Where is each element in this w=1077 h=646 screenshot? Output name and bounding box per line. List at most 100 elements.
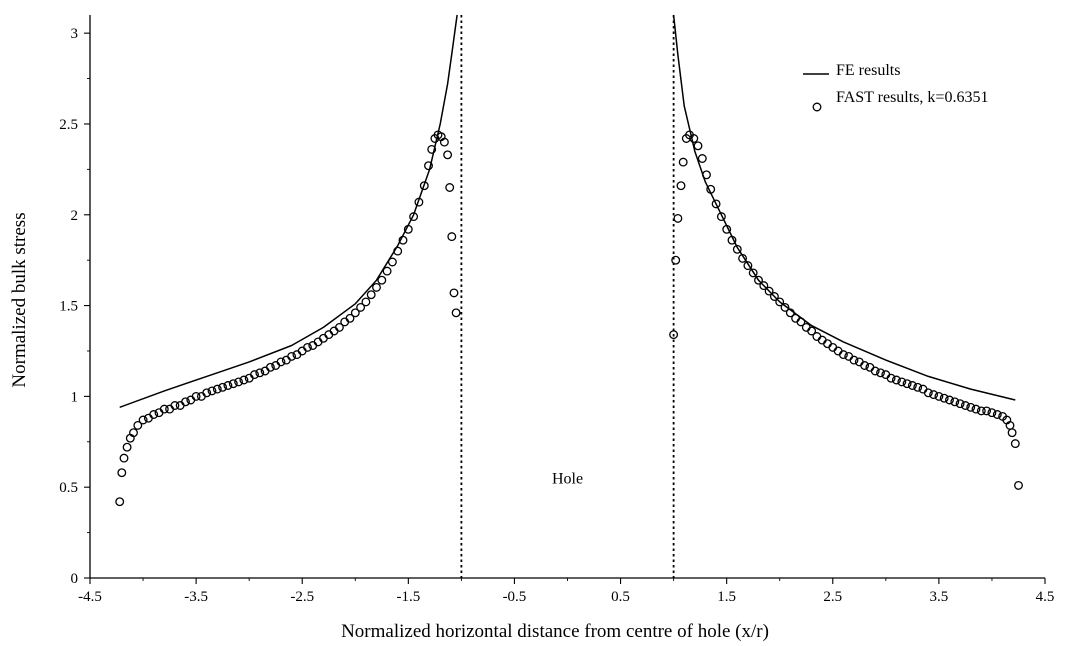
fast-results-point xyxy=(891,375,901,385)
fast-results-point xyxy=(366,290,376,300)
fe-results-line xyxy=(672,14,1016,401)
fast-results-point xyxy=(693,141,703,151)
fast-results-point xyxy=(356,302,366,312)
fast-results-point xyxy=(372,282,381,292)
fast-results-point xyxy=(676,181,686,191)
fast-results-point xyxy=(377,275,387,285)
fast-results-point xyxy=(673,213,683,223)
fast-results-point xyxy=(382,266,392,276)
fast-results-point xyxy=(122,442,132,452)
fast-results-point xyxy=(934,391,944,401)
fast-results-point xyxy=(785,308,795,318)
fast-results-point xyxy=(207,386,217,396)
fast-results-point xyxy=(780,302,790,312)
x-tick-label: 2.5 xyxy=(823,589,842,605)
fe-results-series xyxy=(119,14,1016,409)
fast-results-point xyxy=(791,313,801,323)
fast-results-point xyxy=(449,288,459,298)
fast-results-point xyxy=(678,157,688,167)
fast-results-point xyxy=(409,212,419,222)
fast-results-point xyxy=(754,275,763,285)
fast-results-point xyxy=(907,381,917,390)
fast-results-point xyxy=(234,377,244,387)
fast-results-point xyxy=(870,366,880,376)
fast-results-point xyxy=(117,468,127,478)
fast-results-point xyxy=(796,317,806,327)
legend: FE results FAST results, k=0.6351 xyxy=(803,62,988,112)
fast-results-point xyxy=(817,335,827,345)
y-tick-label: 3 xyxy=(71,26,79,42)
fast-results-point xyxy=(992,410,1002,419)
fast-results-point xyxy=(902,379,912,389)
fast-results-point xyxy=(447,232,457,242)
fast-results-point xyxy=(716,212,726,222)
y-tick-label: 0.5 xyxy=(59,480,78,496)
x-tick-label: -3.5 xyxy=(184,589,208,605)
fast-results-point xyxy=(860,361,870,370)
y-tick-labels: 0 0.5 1 1.5 2 2.5 3 xyxy=(59,26,78,587)
fast-results-point xyxy=(303,342,312,352)
x-tick-label: 1.5 xyxy=(717,589,736,605)
fast-results-point xyxy=(318,333,328,343)
fast-results-point xyxy=(345,313,355,323)
y-tick-label: 2.5 xyxy=(59,117,78,133)
fast-results-point xyxy=(689,134,699,143)
fast-results-point xyxy=(239,375,249,385)
fast-results-point xyxy=(202,388,212,398)
fast-results-point xyxy=(966,402,976,412)
fast-results-point xyxy=(738,253,748,263)
fast-results-point xyxy=(743,261,753,271)
fast-results-point xyxy=(393,246,403,256)
x-axis-label: Normalized horizontal distance from cent… xyxy=(341,621,769,642)
fast-results-point xyxy=(711,199,721,209)
x-tick-labels: -4.5 -3.5 -2.5 -1.5 -0.5 0.5 1.5 2.5 3.5 4.5 xyxy=(78,589,1054,605)
fast-results-point xyxy=(212,384,222,394)
x-tick-label: -1.5 xyxy=(396,589,420,605)
fast-results-point xyxy=(886,373,896,383)
fast-results-point xyxy=(807,326,817,336)
fast-results-point xyxy=(115,497,125,507)
fast-results-point xyxy=(759,281,769,291)
axes xyxy=(84,15,1046,584)
fast-results-point xyxy=(175,401,185,410)
fast-results-point xyxy=(897,377,907,387)
y-tick-label: 1.5 xyxy=(59,299,78,315)
fast-results-point xyxy=(702,170,711,180)
fast-results-point xyxy=(119,453,129,463)
fast-results-point xyxy=(748,268,758,278)
fast-results-point xyxy=(138,415,148,425)
fast-results-point xyxy=(1014,480,1023,490)
fast-results-point xyxy=(424,161,433,171)
fast-results-point xyxy=(228,379,238,389)
fast-results-point xyxy=(801,322,811,332)
x-tick-label: -2.5 xyxy=(290,589,314,605)
fast-results-point xyxy=(398,235,408,245)
fast-results-point xyxy=(181,397,190,407)
fast-results-point xyxy=(823,339,832,349)
y-axis-label: Normalized bulk stress xyxy=(9,212,30,387)
fast-results-point xyxy=(671,255,681,265)
x-tick-label: 3.5 xyxy=(930,589,949,605)
y-tick-label: 2 xyxy=(71,208,79,224)
fast-results-point xyxy=(987,408,997,418)
y-tick-label: 0 xyxy=(71,571,79,587)
y-tick-label: 1 xyxy=(71,389,79,405)
reference-lines xyxy=(460,15,675,578)
fast-results-point xyxy=(297,346,307,356)
fast-results-point xyxy=(950,397,960,407)
fast-results-point xyxy=(265,362,275,372)
fast-results-point xyxy=(833,346,843,356)
fast-results-point xyxy=(445,183,455,192)
fast-results-point xyxy=(1007,428,1017,438)
x-tick-label: -0.5 xyxy=(503,589,527,605)
fast-results-point xyxy=(443,150,453,160)
fast-results-point xyxy=(812,332,822,341)
fast-results-point xyxy=(250,370,259,380)
fast-results-point xyxy=(287,351,297,361)
fast-results-point xyxy=(324,330,334,340)
legend-circle-swatch xyxy=(812,102,822,112)
fast-results-point xyxy=(419,181,429,191)
fast-results-point xyxy=(769,292,779,301)
fast-results-point xyxy=(129,428,138,438)
